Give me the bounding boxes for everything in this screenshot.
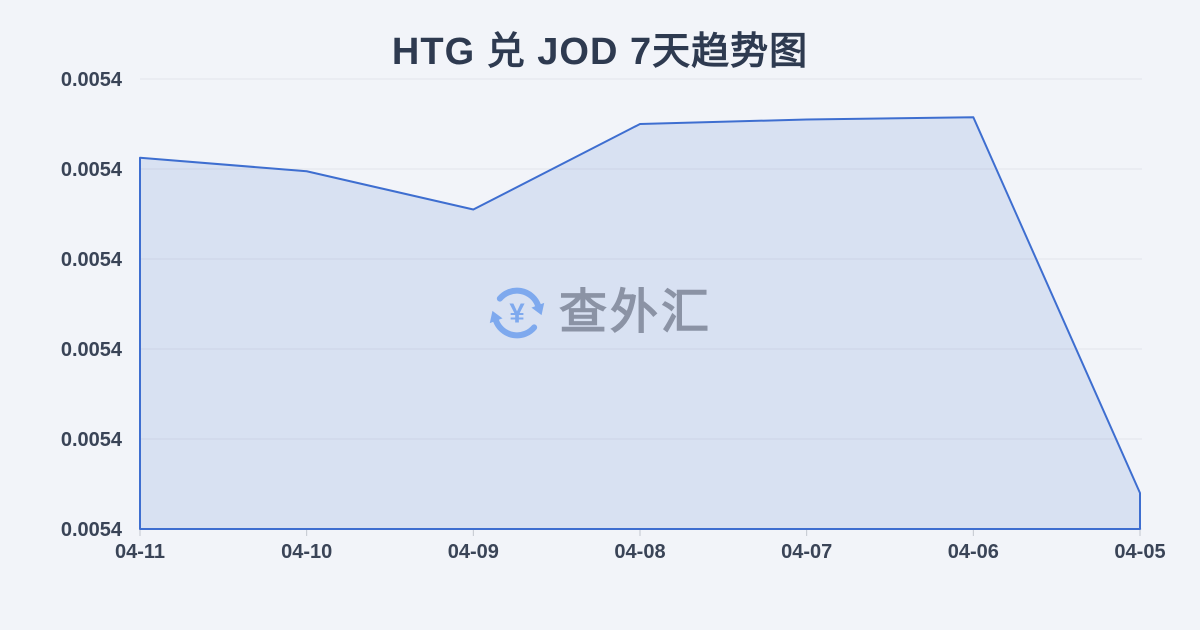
y-axis-label: 0.0054 [61,429,123,451]
y-axis-label: 0.0054 [61,159,123,181]
x-axis-label: 04-08 [614,541,665,563]
x-axis-label: 04-09 [448,541,499,563]
trend-area [139,116,1141,530]
y-axis-label: 0.0054 [61,69,123,91]
x-axis-label: 04-11 [115,541,165,563]
y-axis-label: 0.0054 [61,249,123,271]
y-axis-label: 0.0054 [61,519,123,541]
chart-title: HTG 兑 JOD 7天趋势图 [391,31,809,73]
y-axis-label: 0.0054 [61,339,123,361]
x-axis-label: 04-06 [948,541,999,563]
x-axis-label: 04-05 [1114,541,1165,563]
x-axis-label: 04-10 [281,541,332,563]
x-axis-label: 04-07 [781,541,832,563]
